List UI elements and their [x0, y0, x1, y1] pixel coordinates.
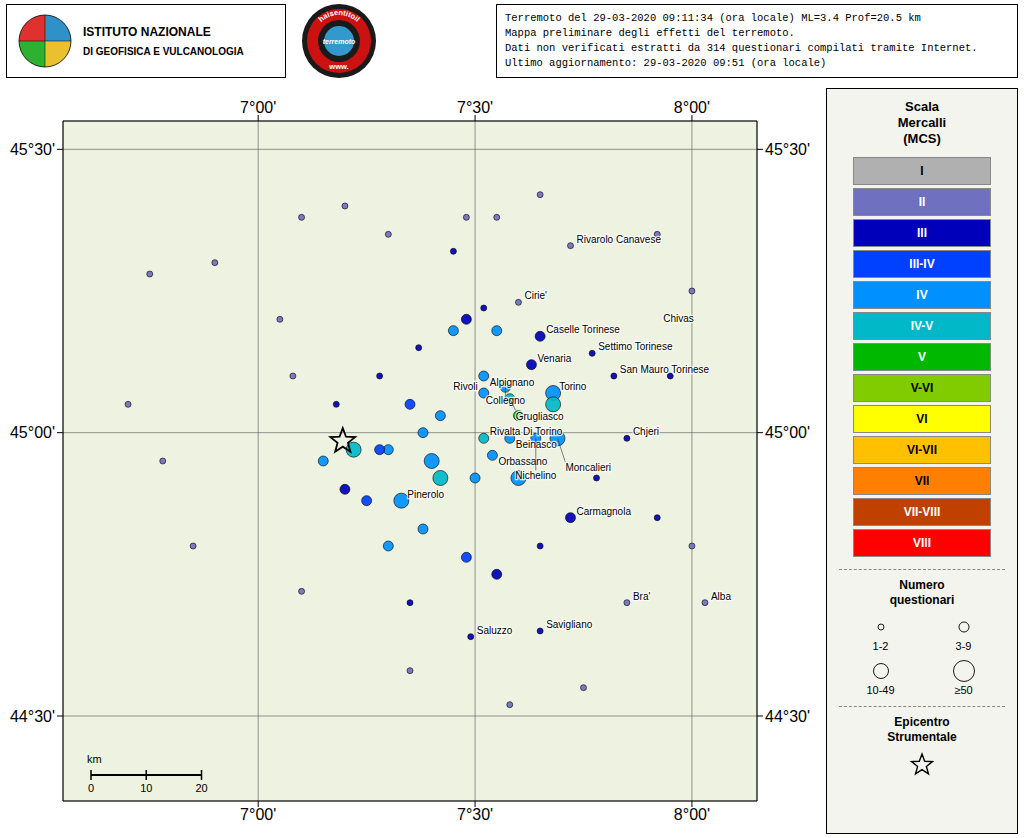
html-text:IV: IV	[916, 288, 928, 302]
html-text:III: III	[917, 226, 927, 240]
svg-text:44°30': 44°30'	[765, 708, 810, 725]
html-text:IV-V: IV-V	[910, 319, 934, 333]
svg-text:Settimo Torinese: Settimo Torinese	[598, 341, 673, 352]
svg-text:Grugliasco: Grugliasco	[516, 411, 564, 422]
svg-text:10: 10	[140, 782, 152, 794]
svg-text:7°30': 7°30'	[457, 806, 493, 823]
svg-text:Rivalta Di Torino: Rivalta Di Torino	[490, 426, 563, 437]
svg-text:Orbassano: Orbassano	[498, 456, 547, 467]
html-text:V: V	[918, 350, 926, 364]
svg-text:45°00': 45°00'	[765, 424, 810, 441]
svg-text:Alpignano: Alpignano	[490, 377, 535, 388]
svg-text:Chivas: Chivas	[663, 313, 694, 324]
html-text:Dati non verificati estratti d: Dati non verificati estratti da 314 ques…	[505, 42, 978, 54]
html-text:3-9: 3-9	[955, 640, 972, 652]
svg-text:Torino: Torino	[559, 381, 587, 392]
svg-text:Carmagnola: Carmagnola	[576, 506, 631, 517]
svg-text:Savigliano: Savigliano	[546, 619, 593, 630]
svg-text:44°30': 44°30'	[10, 708, 55, 725]
svg-text:Alba: Alba	[711, 591, 731, 602]
svg-text:20: 20	[195, 782, 207, 794]
html-text:I: I	[920, 164, 924, 178]
html-text:VI-VII: VI-VII	[907, 443, 937, 457]
html-text:II: II	[918, 195, 926, 209]
svg-text:7°30': 7°30'	[457, 99, 493, 116]
svg-text:0: 0	[88, 782, 94, 794]
svg-text:km: km	[87, 753, 102, 765]
svg-text:7°00': 7°00'	[240, 99, 276, 116]
svg-text:7°00': 7°00'	[240, 806, 276, 823]
html-text:Mercalli: Mercalli	[897, 115, 947, 130]
svg-text:DI GEOFISICA E VULCANOLOGIA: DI GEOFISICA E VULCANOLOGIA	[83, 46, 244, 57]
html-text:Ultimo aggiornamento: 29-03-20: Ultimo aggiornamento: 29-03-2020 09:51 (…	[505, 57, 827, 69]
svg-text:Rivarolo Canavese: Rivarolo Canavese	[576, 234, 661, 245]
svg-text:Venaria: Venaria	[537, 353, 571, 364]
svg-text:Rivoli: Rivoli	[453, 381, 477, 392]
svg-text:45°00': 45°00'	[10, 424, 55, 441]
html-text:Scala: Scala	[905, 99, 939, 114]
svg-text:terremoto: terremoto	[323, 38, 356, 45]
html-text:V-VI: V-VI	[910, 381, 934, 395]
html-text:1-2: 1-2	[872, 640, 889, 652]
html-text:VII: VII	[914, 474, 930, 488]
svg-text:45°30': 45°30'	[10, 141, 55, 158]
svg-text:Moncalieri: Moncalieri	[565, 462, 611, 473]
svg-text:8°00': 8°00'	[674, 806, 710, 823]
svg-text:45°30': 45°30'	[765, 141, 810, 158]
html-text:10-49: 10-49	[866, 684, 895, 696]
svg-text:Caselle Torinese: Caselle Torinese	[546, 324, 620, 335]
html-text:VI: VI	[916, 412, 928, 426]
html-text:Terremoto del 29-03-2020 09:11: Terremoto del 29-03-2020 09:11:34 (ora l…	[505, 12, 921, 24]
html-text:Mappa preliminare degli effett: Mappa preliminare degli effetti del terr…	[505, 27, 795, 39]
svg-text:Beinasco: Beinasco	[516, 439, 558, 450]
svg-text:Chjeri: Chjeri	[633, 426, 659, 437]
svg-text:Cirie': Cirie'	[524, 290, 547, 301]
html-text:VII-VIII: VII-VIII	[903, 505, 941, 519]
html-text:≥50: ≥50	[954, 684, 973, 696]
svg-text:Bra': Bra'	[633, 591, 651, 602]
svg-text:haisentitoil: haisentitoil	[317, 8, 362, 24]
html-text:Numero: Numero	[899, 578, 945, 592]
svg-text:www.: www.	[328, 62, 348, 71]
svg-text:San Mauro Torinese: San Mauro Torinese	[620, 364, 710, 375]
html-text:questionari: questionari	[889, 593, 955, 607]
html-text:(MCS): (MCS)	[903, 131, 941, 146]
html-text:Epicentro: Epicentro	[894, 715, 950, 729]
svg-text:ISTITUTO NAZIONALE: ISTITUTO NAZIONALE	[83, 25, 211, 39]
html-text:VIII: VIII	[913, 536, 931, 550]
svg-text:Collegno: Collegno	[486, 395, 526, 406]
svg-text:Nichelino: Nichelino	[515, 470, 557, 481]
svg-text:Saluzzo: Saluzzo	[477, 625, 513, 636]
html-text:Strumentale: Strumentale	[887, 730, 957, 744]
svg-text:Pinerolo: Pinerolo	[407, 489, 444, 500]
html-text:III-IV: III-IV	[909, 257, 935, 271]
svg-text:8°00': 8°00'	[674, 99, 710, 116]
